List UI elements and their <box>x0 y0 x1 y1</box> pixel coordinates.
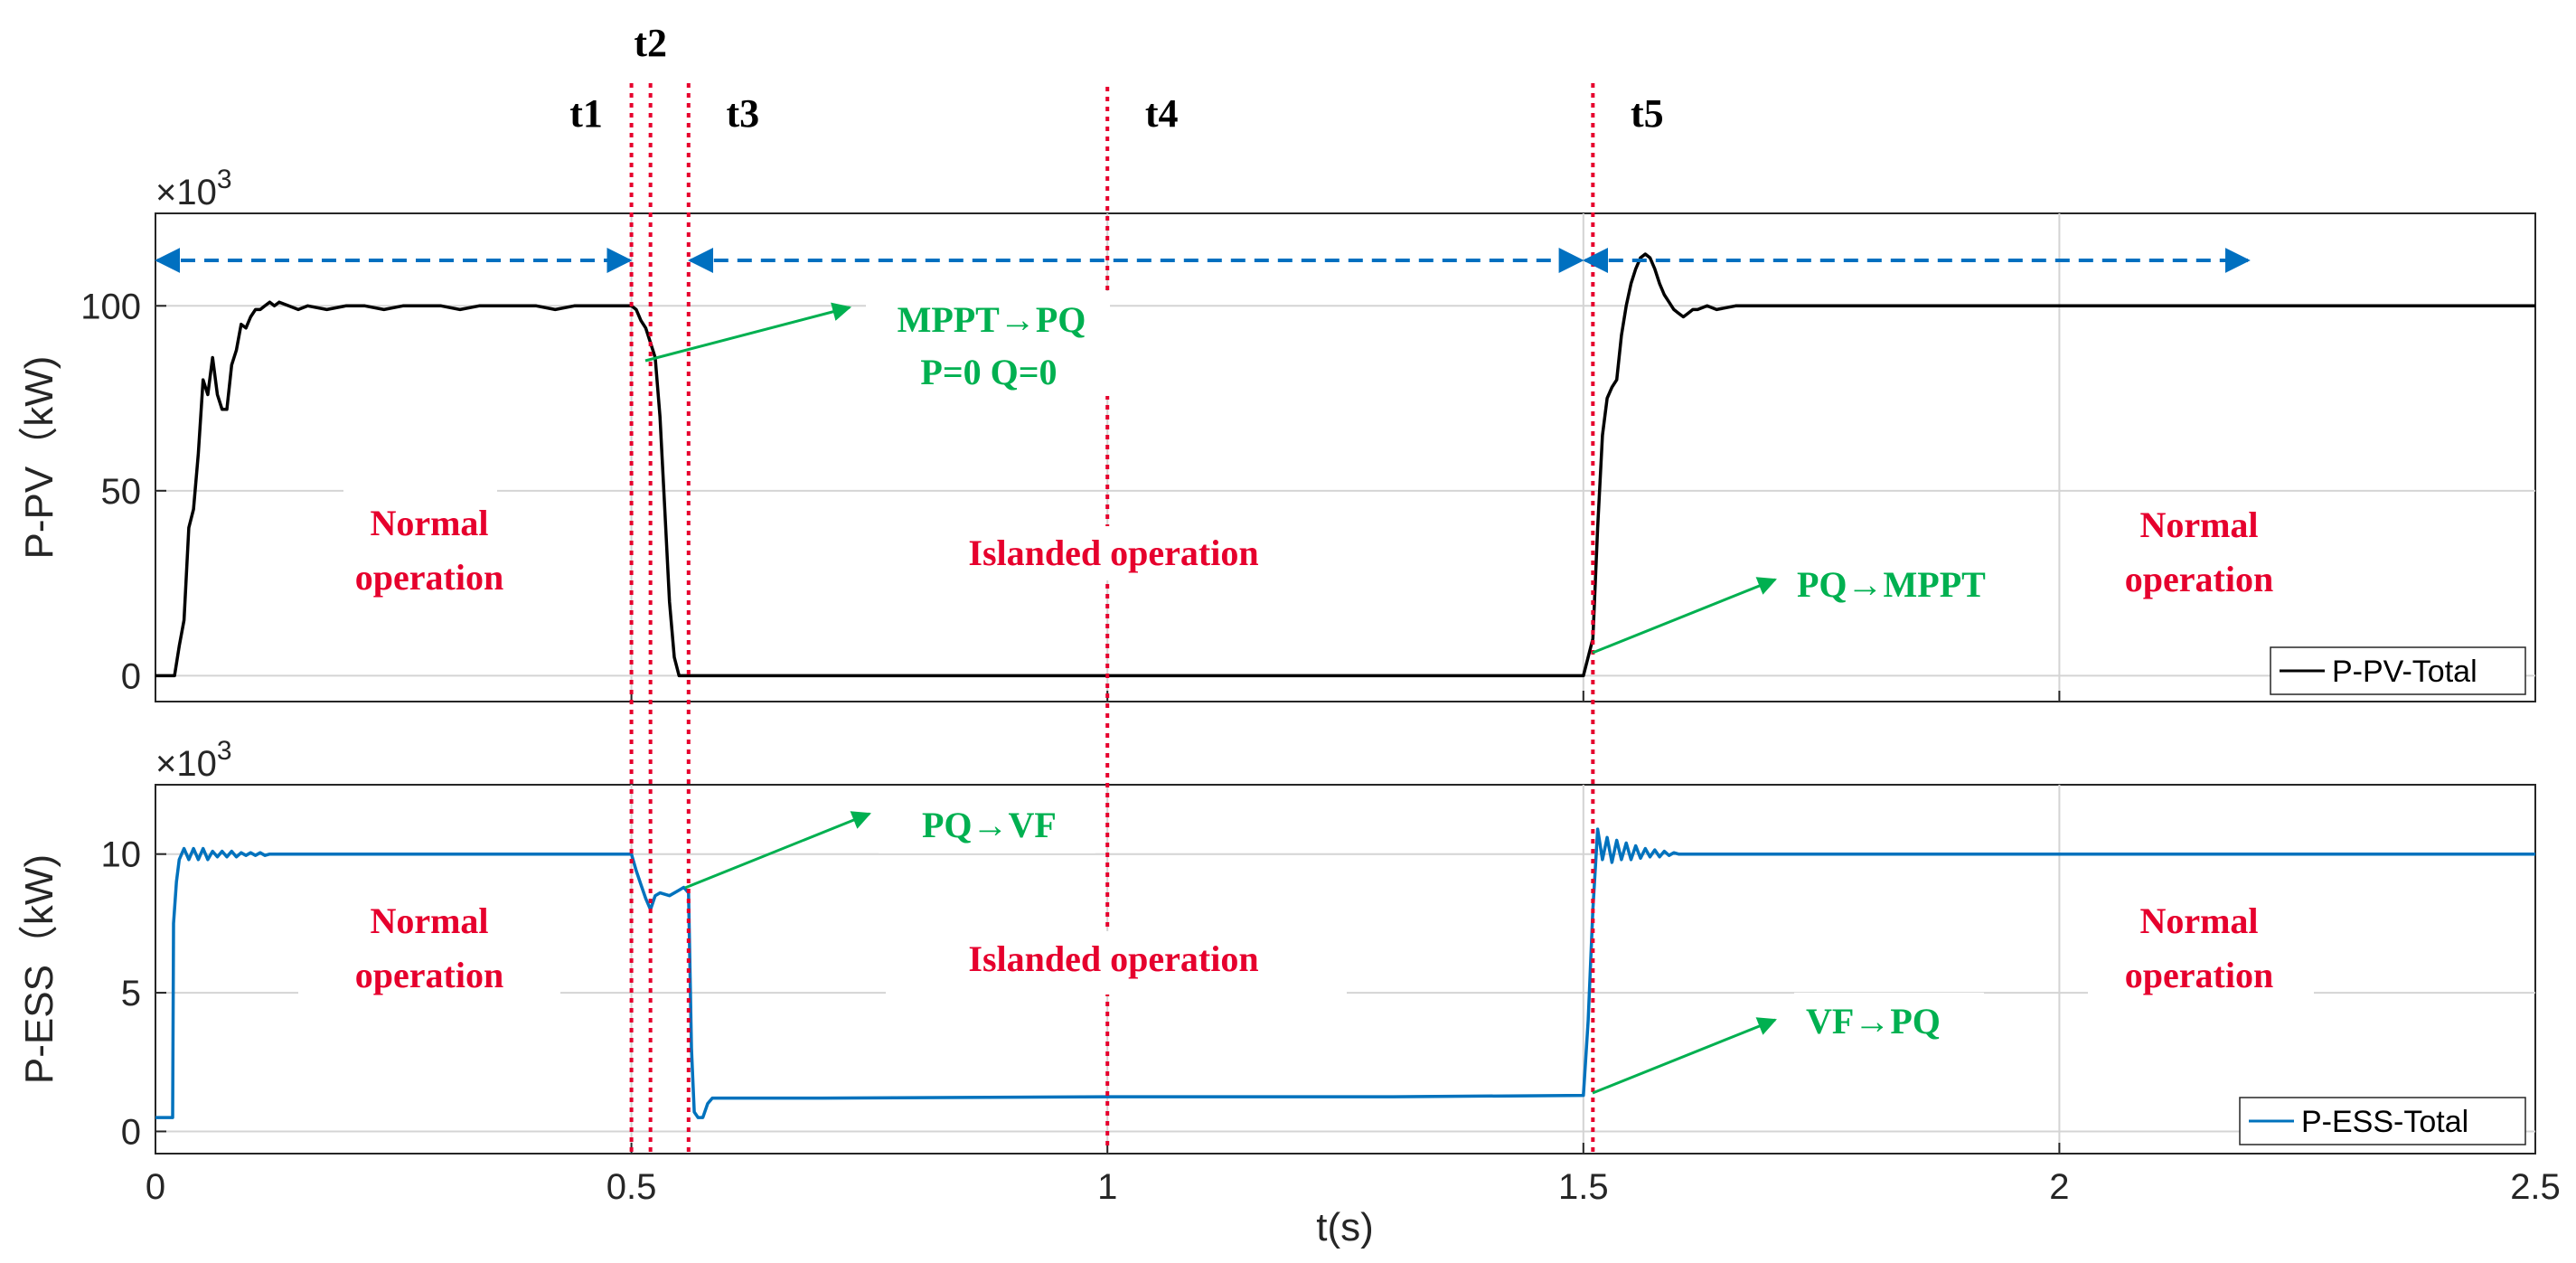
x-tick-label: 0.5 <box>606 1167 657 1207</box>
ess-ticks: 0 0.5 1 1.5 2 2.5 0 5 10 <box>101 835 2561 1207</box>
pq-vf-arrow <box>684 811 871 890</box>
y-tick-label: 100 <box>80 287 141 326</box>
pq-mppt-label: PQ→MPPT <box>1797 564 1986 605</box>
y-tick-label: 10 <box>101 835 142 875</box>
pv-legend: P-PV-Total <box>2270 646 2526 695</box>
y-tick-label: 50 <box>101 472 142 512</box>
ess-legend-label: P-ESS-Total <box>2301 1105 2468 1139</box>
ess-total-line <box>155 827 2535 1119</box>
label-mask <box>2106 495 2287 606</box>
event-markers: t1 t2 t3 t4 t5 <box>569 21 1664 1154</box>
pv-panel: 0 50 100 ×103 P-PV（kW) P-PV-Total <box>17 165 2536 702</box>
mppt-pq-label: MPPT→PQ <box>898 299 1086 340</box>
event-label-t1: t1 <box>569 91 603 136</box>
ess-normal-left-line1: Normal <box>370 900 488 941</box>
pv-series <box>155 252 2535 678</box>
event-label-t4: t4 <box>1145 91 1179 136</box>
event-label-t3: t3 <box>726 91 759 136</box>
pv-normal-right-line2: operation <box>2125 559 2273 599</box>
y-tick-label: 5 <box>121 974 141 1013</box>
pq-vf-label: PQ→VF <box>922 805 1057 845</box>
ess-normal-right-line1: Normal <box>2139 900 2258 941</box>
pv-plot-area <box>155 212 2536 702</box>
pv-islanded-label: Islanded operation <box>968 533 1258 573</box>
ess-series <box>155 827 2535 1119</box>
ess-annotations: Normal operation Islanded operation Norm… <box>298 796 2314 1095</box>
label-mask <box>886 931 1347 994</box>
y-tick-label: 0 <box>121 656 141 696</box>
x-tick-label: 1 <box>1097 1167 1117 1207</box>
x-axis-label: t(s) <box>1316 1205 1374 1249</box>
label-mask <box>343 488 497 604</box>
label-mask <box>866 291 1110 396</box>
label-mask <box>298 893 560 994</box>
x-tick-label: 0 <box>146 1167 165 1207</box>
label-mask <box>2088 890 2314 994</box>
mppt-pq-arrow <box>644 302 852 363</box>
y-tick-label: 0 <box>121 1112 141 1152</box>
event-label-t2: t2 <box>634 21 667 65</box>
p0q0-label: P=0 Q=0 <box>920 352 1057 392</box>
pv-annotations: Normal operation Islanded operation Norm… <box>343 291 2287 655</box>
ess-islanded-label: Islanded operation <box>968 938 1258 979</box>
pv-normal-left-line1: Normal <box>370 503 488 543</box>
x-tick-label: 2 <box>2049 1167 2069 1207</box>
pv-exponent: ×103 <box>155 165 232 212</box>
pv-ticks: 0 50 100 <box>80 287 2536 702</box>
label-mask <box>879 796 1095 853</box>
pv-normal-left-line2: operation <box>355 557 503 598</box>
ess-normal-right-line2: operation <box>2125 955 2273 995</box>
ess-normal-left-line2: operation <box>355 955 503 995</box>
vf-pq-arrow <box>1592 1017 1777 1095</box>
pv-normal-right-line1: Normal <box>2139 504 2258 545</box>
pq-mppt-arrow <box>1592 577 1777 655</box>
ess-exponent: ×103 <box>155 736 232 784</box>
x-tick-label: 2.5 <box>2510 1167 2561 1207</box>
x-tick-label: 1.5 <box>1558 1167 1609 1207</box>
ess-y-axis-label: P-ESS（kW) <box>17 854 61 1084</box>
ess-legend: P-ESS-Total <box>2239 1097 2526 1145</box>
vf-pq-label: VF→PQ <box>1806 1001 1941 1042</box>
label-mask <box>1794 993 1984 1051</box>
pv-total-line <box>155 252 2535 678</box>
pv-y-axis-label: P-PV（kW) <box>17 356 61 560</box>
pv-legend-label: P-PV-Total <box>2332 655 2477 689</box>
event-label-t5: t5 <box>1631 91 1664 136</box>
label-mask <box>915 526 1312 580</box>
